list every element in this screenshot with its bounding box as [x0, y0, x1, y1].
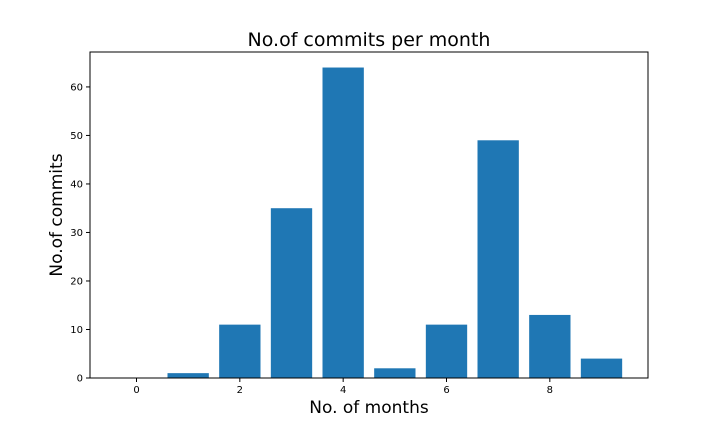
y-tick-label: 40 [70, 179, 83, 190]
chart-title: No.of commits per month [248, 29, 491, 51]
y-tick-label: 10 [70, 325, 83, 336]
plot-frame [89, 51, 649, 379]
x-axis-label: No. of months [309, 398, 429, 418]
y-tick-label: 20 [70, 276, 83, 287]
x-tick-label: 4 [340, 385, 346, 396]
bar-5 [374, 368, 416, 378]
x-tick-label: 2 [237, 385, 243, 396]
bar-2 [219, 324, 261, 378]
x-tick-label: 0 [133, 385, 139, 396]
y-axis-label: No.of commits [47, 153, 67, 276]
bar-3 [270, 208, 313, 378]
bar-7 [477, 140, 519, 378]
y-tick-label: 30 [70, 228, 83, 239]
y-tick-label: 50 [70, 131, 83, 142]
bars-group [167, 67, 623, 379]
y-tick-label: 0 [77, 374, 83, 385]
x-tick-label: 8 [547, 385, 553, 396]
bar-8 [529, 314, 571, 378]
y-tick-label: 60 [70, 82, 83, 93]
bar-6 [425, 324, 468, 378]
y-axis: 0 10 20 30 40 50 60 [70, 82, 90, 385]
bar-9 [580, 358, 623, 378]
x-tick-label: 6 [443, 385, 449, 396]
bar-1 [167, 373, 209, 378]
bar-4 [322, 67, 364, 379]
x-axis: 0 2 4 6 8 [133, 378, 553, 396]
